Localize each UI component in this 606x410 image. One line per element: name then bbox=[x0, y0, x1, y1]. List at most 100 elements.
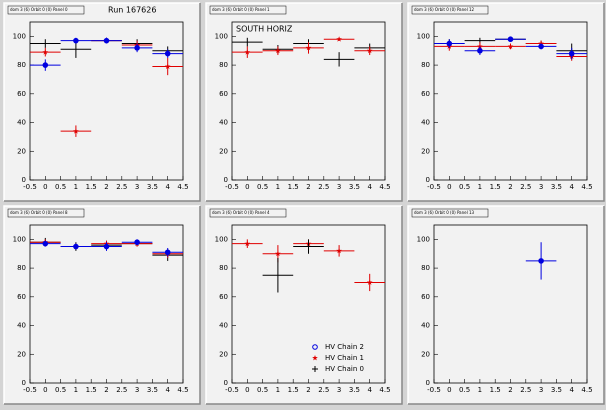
x-tick-label: 4 bbox=[569, 183, 574, 191]
pad: dom 3 (6) Orbit 0 (0) Panel 1 SOUTH HORIZ… bbox=[205, 2, 403, 202]
marker bbox=[164, 249, 171, 256]
y-tick-label: 80 bbox=[421, 264, 430, 272]
y-tick-label: 20 bbox=[17, 350, 26, 358]
y-tick-label: 40 bbox=[17, 119, 26, 127]
y-tick-label: 80 bbox=[219, 264, 228, 272]
x-tick-label: 4.5 bbox=[177, 386, 188, 394]
x-tick-label: 2.5 bbox=[116, 183, 127, 191]
x-tick-label: 4.5 bbox=[581, 386, 592, 394]
x-tick-label: 0 bbox=[245, 183, 249, 191]
pad-background bbox=[206, 206, 402, 404]
pad-bevel bbox=[205, 2, 402, 201]
y-tick-label: 80 bbox=[219, 61, 228, 69]
marker bbox=[568, 50, 575, 57]
x-tick-label: 2 bbox=[104, 386, 108, 394]
marker bbox=[103, 37, 110, 44]
marker bbox=[366, 279, 373, 285]
x-tick-label: 2.5 bbox=[318, 183, 329, 191]
x-tick-label: -0.5 bbox=[225, 183, 239, 191]
y-tick-label: 0 bbox=[224, 379, 228, 387]
y-tick-label: 100 bbox=[13, 235, 26, 243]
x-tick-label: 3.5 bbox=[551, 386, 562, 394]
x-tick-label: 3 bbox=[539, 386, 543, 394]
marker bbox=[73, 128, 79, 134]
x-tick-label: 0.5 bbox=[257, 386, 268, 394]
marker bbox=[305, 44, 312, 51]
y-tick-label: 0 bbox=[224, 176, 228, 184]
pad-title: dom 3 (6) Orbit 0 (0) Panel 1 bbox=[212, 7, 270, 12]
pad-background bbox=[4, 206, 200, 404]
pad: dom 3 (6) Orbit 0 (0) Panel 4-0.5 0 0.5 1 1.… bbox=[205, 205, 403, 405]
x-tick-label: 3 bbox=[539, 183, 543, 191]
x-tick-label: 2.5 bbox=[116, 386, 127, 394]
marker bbox=[275, 47, 281, 54]
x-tick-label: 1 bbox=[276, 386, 280, 394]
x-tick-label: 2 bbox=[508, 183, 512, 191]
x-tick-label: 3.5 bbox=[349, 183, 360, 191]
pad-title-box bbox=[411, 208, 489, 218]
marker bbox=[103, 243, 110, 250]
pad-bevel bbox=[3, 2, 200, 201]
x-tick-label: 4.5 bbox=[177, 183, 188, 191]
x-tick-label: 2 bbox=[508, 386, 512, 394]
x-tick-label: 0 bbox=[447, 183, 451, 191]
pad-title-box bbox=[209, 208, 287, 218]
x-tick-label: 2.5 bbox=[520, 183, 531, 191]
x-tick-label: 0 bbox=[245, 386, 249, 394]
y-tick-label: 40 bbox=[421, 119, 430, 127]
marker bbox=[366, 47, 373, 54]
y-tick-label: 100 bbox=[417, 32, 430, 40]
pad: dom 3 (6) Orbit 0 (0) Panel 13-0.5 0 0.5 1 1… bbox=[407, 205, 605, 405]
y-tick-label: 60 bbox=[17, 90, 26, 98]
marker bbox=[164, 63, 171, 69]
marker bbox=[477, 43, 483, 49]
pad-background bbox=[206, 3, 402, 201]
marker bbox=[538, 40, 544, 46]
y-tick-label: 40 bbox=[219, 119, 228, 127]
marker bbox=[538, 43, 544, 50]
marker bbox=[73, 243, 79, 250]
x-tick-label: 4 bbox=[367, 386, 372, 394]
legend-label: HV Chain 1 bbox=[325, 354, 364, 362]
annotation: SOUTH HORIZ bbox=[236, 25, 293, 34]
pad-bevel bbox=[205, 205, 402, 404]
annotation: Run 167626 bbox=[108, 6, 156, 15]
legend-marker bbox=[312, 366, 318, 372]
legend-label: HV Chain 0 bbox=[325, 365, 364, 373]
marker bbox=[507, 43, 514, 49]
legend-marker bbox=[312, 355, 318, 361]
pad-title: dom 3 (6) Orbit 0 (0) Panel 0 bbox=[10, 7, 68, 12]
pad-bevel bbox=[407, 2, 604, 201]
y-tick-label: 40 bbox=[421, 322, 430, 330]
x-tick-label: 3 bbox=[337, 386, 341, 394]
y-tick-label: 100 bbox=[215, 32, 228, 40]
x-tick-label: 3.5 bbox=[349, 386, 360, 394]
x-tick-label: 4 bbox=[569, 386, 574, 394]
y-tick-label: 60 bbox=[421, 90, 430, 98]
x-tick-label: 3.5 bbox=[551, 183, 562, 191]
x-tick-label: 1.5 bbox=[288, 183, 299, 191]
x-tick-label: 3.5 bbox=[147, 386, 158, 394]
pad-bevel bbox=[4, 3, 201, 202]
pad-background bbox=[408, 206, 604, 404]
marker bbox=[42, 49, 49, 55]
x-tick-label: 0 bbox=[447, 386, 451, 394]
marker bbox=[275, 250, 281, 257]
x-tick-label: 4 bbox=[165, 183, 170, 191]
pad-title-box bbox=[411, 5, 489, 15]
y-tick-label: 20 bbox=[421, 350, 430, 358]
marker bbox=[244, 240, 251, 247]
x-tick-label: -0.5 bbox=[427, 183, 441, 191]
x-tick-label: -0.5 bbox=[225, 386, 239, 394]
x-tick-label: 3 bbox=[135, 183, 139, 191]
pad-bevel bbox=[408, 3, 605, 202]
marker bbox=[244, 49, 251, 55]
x-tick-label: 1 bbox=[478, 183, 482, 191]
pad-title-box bbox=[7, 208, 85, 218]
pad-title-box bbox=[209, 5, 287, 15]
x-tick-label: 4.5 bbox=[379, 386, 390, 394]
marker bbox=[134, 45, 140, 51]
y-tick-label: 40 bbox=[219, 322, 228, 330]
x-tick-label: 2 bbox=[306, 386, 310, 394]
